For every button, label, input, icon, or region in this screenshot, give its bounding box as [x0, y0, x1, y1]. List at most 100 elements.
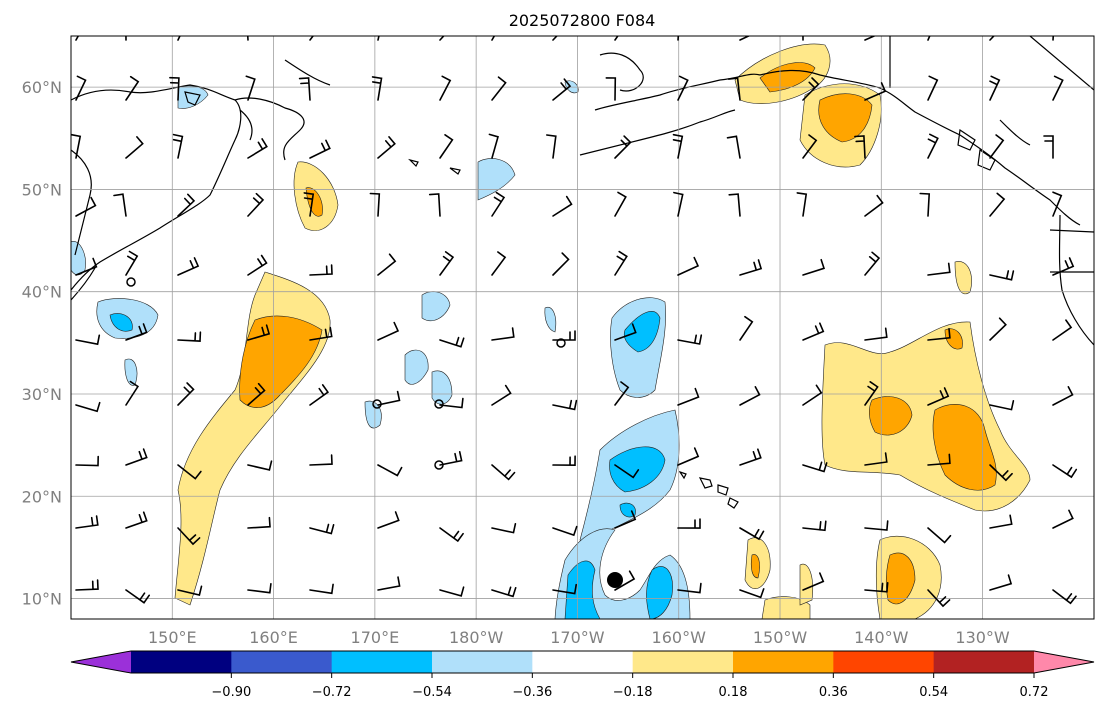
wind-barb-icon — [71, 133, 82, 159]
colorbar-segment — [532, 651, 634, 673]
wind-barb-icon — [802, 572, 825, 591]
wind-barb-icon — [491, 586, 517, 598]
wind-barb-icon — [728, 193, 741, 217]
wind-barb-icon — [491, 251, 507, 276]
wind-barb-icon — [377, 253, 397, 276]
wind-barb-icon — [1052, 75, 1064, 101]
wind-barb-icon — [552, 78, 572, 101]
wind-barb-icon — [491, 384, 512, 406]
wind-barb-icon — [919, 192, 931, 217]
colorbar-outline — [70, 650, 1095, 674]
longitude-label: 140°W — [854, 628, 909, 647]
colorbar-extend-low — [71, 651, 131, 673]
longitude-label: 150°W — [753, 628, 808, 647]
wind-barb-icon — [488, 133, 499, 159]
wind-barb-icon — [552, 399, 578, 411]
wind-barb-icon — [677, 75, 689, 101]
wind-barb-icon — [75, 257, 98, 276]
latitude-label: 30°N — [22, 385, 62, 404]
wind-barb-icon — [989, 75, 1001, 101]
wind-barb-icon — [552, 195, 573, 217]
wind-barb-icon — [1043, 135, 1054, 159]
wind-barb-icon — [614, 250, 628, 276]
gridlines — [71, 36, 1094, 619]
wind-barb-icon — [113, 193, 127, 217]
wind-barb-icon — [439, 397, 464, 409]
wind-barb-icon — [552, 583, 577, 595]
wind-barb-icon — [439, 527, 464, 543]
wind-barb-icon — [125, 75, 140, 101]
wind-barb-icon — [298, 77, 311, 101]
wind-barb-icon — [677, 256, 700, 276]
colorbar-segment — [432, 651, 533, 673]
map-area — [71, 36, 1094, 619]
longitude-label: 170°E — [351, 628, 400, 647]
longitude-label: 180°W — [449, 628, 504, 647]
wind-barb-icon — [309, 384, 330, 406]
longitude-label: 150°E — [148, 628, 197, 647]
wind-barb-icon — [739, 588, 765, 599]
wind-barb-icon — [247, 138, 268, 159]
longitude-labels: 150°E 160°E 170°E 180°W 170°W 160°W 150°W 140°W… — [148, 628, 1010, 647]
wind-barb-icon — [1052, 319, 1073, 341]
wind-barb-icon — [739, 386, 761, 406]
wind-barb-icon — [309, 264, 333, 276]
colorbar-segment — [933, 651, 1035, 673]
colorbar-segment — [733, 651, 834, 673]
wind-barb-icon — [309, 583, 334, 595]
wind-barb-icon — [75, 515, 99, 529]
wind-barb-icon — [552, 525, 578, 537]
wind-barb-icon — [802, 258, 826, 276]
wind-barb-icon — [864, 82, 887, 101]
wind-barb-icon — [491, 327, 515, 341]
wind-barb-icon — [177, 382, 195, 406]
wind-barb-icon — [614, 381, 630, 406]
wind-barb-icon — [989, 192, 1006, 217]
wind-barb-icon — [247, 460, 273, 471]
wind-barb-icon — [989, 134, 1005, 159]
wind-barb-icon — [552, 455, 576, 467]
wind-barb-icon — [864, 36, 877, 41]
wind-barb-icon — [677, 447, 700, 466]
wind-barb-icon — [371, 76, 383, 101]
wind-barb-icon — [927, 387, 950, 406]
wind-barb-icon — [802, 384, 823, 406]
wind-barb-icon — [75, 196, 97, 217]
wind-barb-icon — [125, 323, 148, 341]
wind-barb-icon — [989, 270, 1015, 281]
wind-barb-icon — [75, 334, 101, 346]
wind-barb-icon — [439, 451, 463, 466]
map-title: 2025072800 F084 — [509, 11, 656, 30]
longitude-label: 160°E — [249, 628, 298, 647]
wind-barb-icon — [309, 139, 331, 159]
colorbar-tick-label: 0.54 — [919, 685, 948, 700]
wind-barb-icon — [727, 77, 741, 101]
colorbar: −0.90 −0.72 −0.54 −0.36 −0.18 0.18 0.36 0.54 0.7… — [70, 650, 1095, 700]
colorbar-segment — [231, 651, 333, 673]
wind-barb-icon — [605, 77, 617, 101]
colorbar-tick-label: −0.36 — [512, 685, 552, 700]
wind-barb-icon — [377, 136, 396, 159]
wind-barb-icon — [172, 133, 184, 159]
wind-barb-icon — [1052, 191, 1063, 217]
wind-barb-icon — [739, 527, 765, 541]
wind-barb-icon — [677, 387, 700, 406]
wind-barb-icon — [1052, 589, 1077, 605]
wind-barb-icon — [989, 400, 1015, 411]
longitude-label: 130°W — [955, 628, 1010, 647]
wind-barb-icon — [247, 192, 265, 217]
markers — [126, 277, 623, 588]
wind-barb-icon — [247, 324, 271, 341]
colorbar-tick-label: 0.18 — [719, 685, 748, 700]
wind-barb-icon — [802, 461, 828, 473]
colorbar-segment — [131, 651, 232, 673]
wind-barb-icon — [614, 510, 637, 529]
latitude-label: 40°N — [22, 283, 62, 302]
wind-barb-icon — [739, 315, 754, 341]
wind-barb-icon — [439, 586, 465, 597]
wind-barb-icon — [672, 133, 684, 159]
wind-barb-icon — [864, 327, 888, 341]
colorbar-segment — [833, 651, 935, 673]
wind-barb-icon — [177, 193, 196, 217]
wind-barb-icon — [125, 448, 148, 466]
